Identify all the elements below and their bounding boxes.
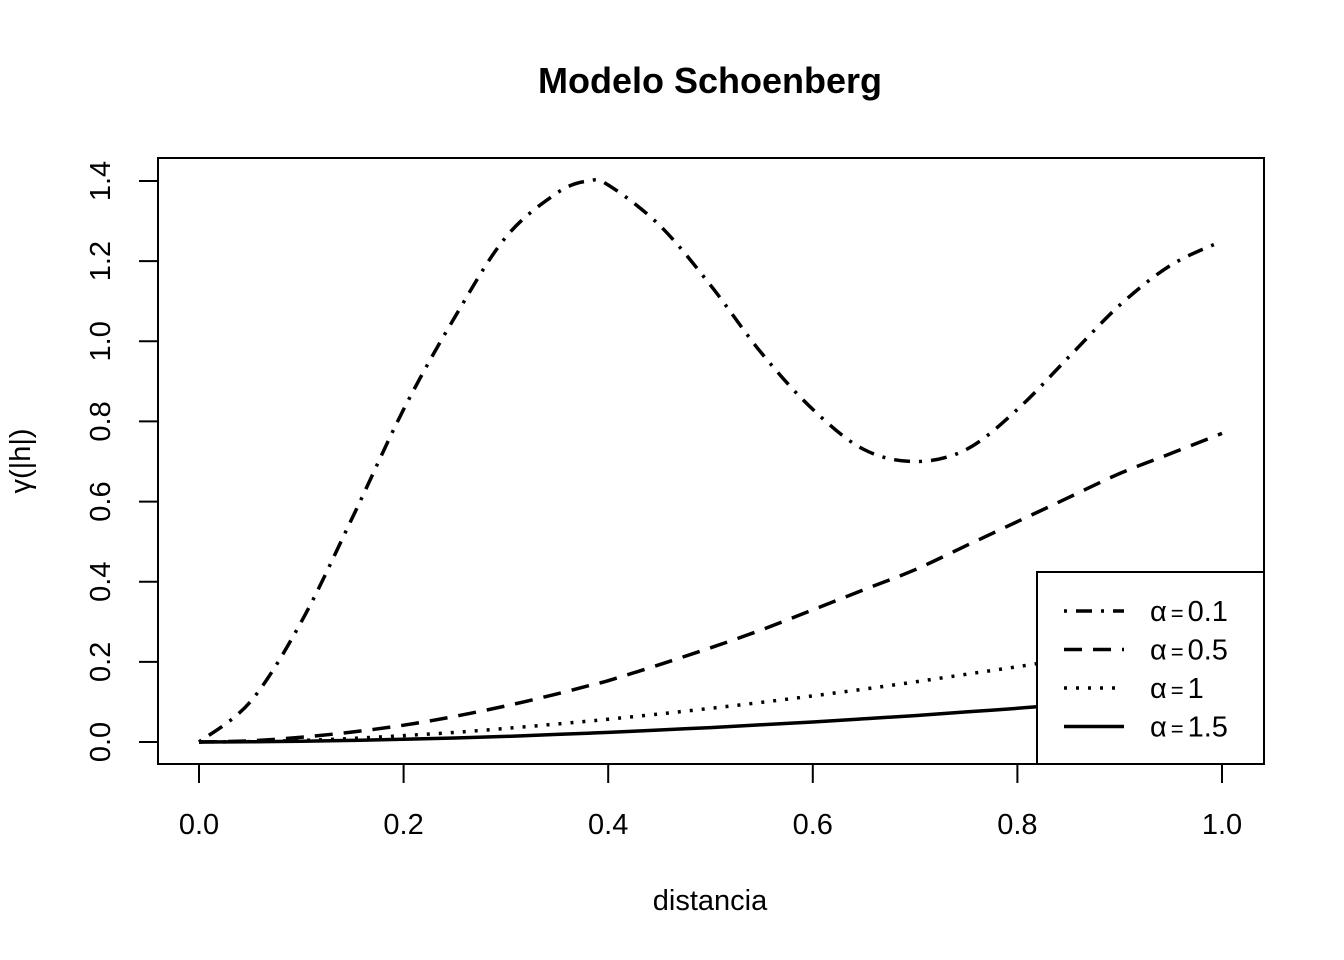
y-axis: 0.0 0.2 0.4 0.6 0.8 1.0 1.2 1.4 xyxy=(85,161,159,762)
legend-item: α = 1 xyxy=(1064,673,1204,705)
y-tick-label: 1.0 xyxy=(85,321,117,361)
legend-equals: = xyxy=(1171,717,1184,742)
legend-box xyxy=(1036,571,1265,765)
legend-equals: = xyxy=(1171,678,1184,703)
x-tick-label: 0.8 xyxy=(997,809,1037,841)
x-axis: 0.0 0.2 0.4 0.6 0.8 1.0 xyxy=(179,763,1242,841)
y-tick-label: 0.8 xyxy=(85,401,117,441)
legend-symbol: α xyxy=(1150,673,1167,705)
legend-value: 0.1 xyxy=(1188,596,1228,628)
y-tick-label: 0.6 xyxy=(85,481,117,521)
legend-equals: = xyxy=(1171,640,1184,665)
x-tick-label: 0.6 xyxy=(793,809,833,841)
x-tick-label: 0.0 xyxy=(179,809,219,841)
legend: α = 0.1α = 0.5α = 1α = 1.5 xyxy=(1036,571,1265,765)
x-axis-label: distancia xyxy=(653,885,768,917)
series-line-1 xyxy=(198,431,1223,744)
x-tick-label: 0.2 xyxy=(383,809,423,841)
legend-item: α = 0.1 xyxy=(1064,596,1228,628)
legend-label: α = 1.5 xyxy=(1150,712,1228,744)
chart-title: Modelo Schoenberg xyxy=(538,60,882,101)
legend-label: α = 0.5 xyxy=(1150,635,1228,667)
legend-label: α = 0.1 xyxy=(1150,596,1228,628)
legend-item: α = 1.5 xyxy=(1064,712,1228,744)
legend-symbol: α xyxy=(1150,635,1167,667)
legend-equals: = xyxy=(1171,601,1184,626)
y-tick-label: 1.4 xyxy=(85,161,117,201)
legend-label: α = 1 xyxy=(1150,673,1204,705)
legend-value: 1.5 xyxy=(1188,712,1228,744)
x-tick-label: 0.4 xyxy=(588,809,628,841)
y-tick-label: 0.0 xyxy=(85,722,117,762)
y-tick-label: 0.4 xyxy=(85,562,117,602)
y-axis-label: γ(|h|) xyxy=(5,428,37,493)
legend-value: 0.5 xyxy=(1188,635,1228,667)
legend-value: 1 xyxy=(1188,673,1204,705)
y-tick-label: 1.2 xyxy=(85,241,117,281)
legend-item: α = 0.5 xyxy=(1064,635,1228,667)
series-line-0 xyxy=(197,178,1223,744)
y-tick-label: 0.2 xyxy=(85,642,117,682)
legend-symbol: α xyxy=(1150,596,1167,628)
legend-symbol: α xyxy=(1150,712,1167,744)
x-tick-label: 1.0 xyxy=(1202,809,1242,841)
